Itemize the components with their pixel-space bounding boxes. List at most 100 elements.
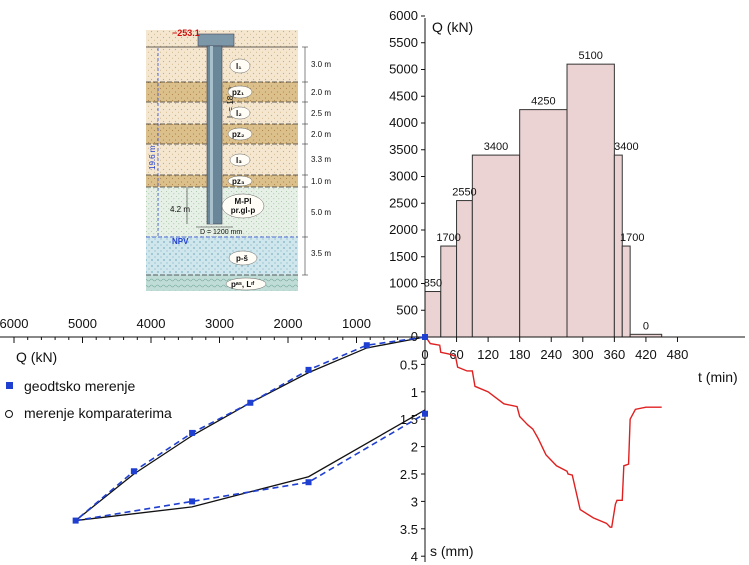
t-axis-label: t (min) [698, 369, 738, 385]
geodetic-point [422, 410, 428, 417]
s-tick-label: 0.5 [400, 357, 418, 372]
geodetic-point [363, 342, 370, 349]
geodetic-point [422, 334, 428, 340]
layer-pas [146, 275, 298, 291]
layer-name-tags: l₁ pz₁ l₂ pz₂ l₃ pz₃ M-Pl pr.gl-p p-š pᵃˢ… [221, 58, 267, 291]
t-tick-label: 240 [540, 347, 562, 362]
settlement-time-line [424, 336, 662, 528]
bar-value-label: 3400 [614, 141, 638, 153]
geodetic-point [305, 366, 312, 373]
pile-cap [197, 33, 235, 47]
layer-p-s [146, 237, 298, 275]
comparator-line [73, 336, 426, 522]
geodetic-point [189, 429, 196, 436]
layer-label-l2: l₂ [236, 109, 242, 118]
load-bar [424, 291, 442, 338]
layer-label-l3: l₃ [236, 156, 242, 165]
q-axis-label: Q (kN) [432, 19, 473, 35]
layer-boundaries [146, 81, 298, 276]
bar-value-label: 850 [424, 278, 442, 290]
legend-comparator-label: merenje komparaterima [24, 405, 172, 421]
q-left-tick-label: 5000 [68, 316, 97, 331]
pile-shaft [206, 45, 223, 225]
depth-label: 19.6 m [148, 145, 157, 170]
geodetic-markers [72, 334, 428, 524]
layer-label-pz1: pz₁ [232, 88, 245, 97]
layer-label-l1: l₁ [236, 62, 242, 71]
legend: geodtsko merenje merenje komparaterima [5, 378, 172, 421]
layer-label-m-pl-line: M-Pl [235, 197, 252, 206]
q-tick-label: 3000 [389, 169, 418, 184]
s-tick-label: 3.5 [400, 522, 418, 537]
layer-label-m-pl: M-Pl pr.gl-p [231, 197, 256, 215]
q-tick-label: 1500 [389, 249, 418, 264]
q-left-tick-label: 6000 [0, 316, 28, 331]
load-bar [471, 154, 521, 338]
q-axis-ticks: 0500100015002000250030003500400045005000… [389, 8, 425, 344]
layer-label-m-pl-line: pr.gl-p [231, 206, 256, 215]
water-table-label: NPV [172, 237, 189, 246]
bar-value-label: 3400 [484, 141, 508, 153]
thickness-l3: 3.3 m [311, 155, 331, 164]
legend-geodetic-label: geodtsko merenje [24, 378, 136, 394]
pile-highlight [210, 46, 213, 224]
q-left-axis-ticks: 6000 5000 4000 3000 2000 1000 [0, 316, 412, 343]
pile-top-level: −253.1 [172, 28, 200, 38]
q-left-tick-label: 4000 [137, 316, 166, 331]
s-tick-label: 1 [411, 385, 418, 400]
t-tick-label: 300 [572, 347, 594, 362]
q-left-tick-label: 2000 [274, 316, 303, 331]
t-tick-label: 0 [421, 347, 428, 362]
geodetic-point [72, 517, 79, 524]
layer-label-pas: pᵃˢ, Lᶦᶠ [231, 280, 254, 289]
load-bar [440, 245, 458, 338]
load-bar [613, 154, 623, 338]
t-tick-label: 120 [477, 347, 499, 362]
geodetic-line [72, 336, 426, 522]
thickness-pz2: 2.0 m [311, 130, 331, 139]
load-bar-labels: 850 1700 2550 3400 4250 5100 3400 1700 0 [424, 50, 649, 332]
s-tick-label: 4 [411, 549, 418, 564]
load-bar [621, 245, 631, 338]
thickness-ticks [302, 46, 308, 276]
q-left-tick-label: 1000 [342, 316, 371, 331]
geodetic-point [305, 479, 312, 486]
load-bar [456, 200, 473, 338]
t-tick-label: 420 [635, 347, 657, 362]
layer-label-pz3: pz₃ [232, 177, 245, 186]
geodetic-point [247, 399, 254, 406]
s-axis-ticks: 0.511.522.533.54 [400, 357, 425, 564]
bar-value-label: 1700 [620, 232, 644, 244]
s-axis-label: s (mm) [430, 543, 474, 559]
s-tick-label: 3 [411, 494, 418, 509]
embed-label: 4.2 m [170, 205, 190, 214]
t-tick-label: 180 [509, 347, 531, 362]
t-axis-ticks: 0 60 120 180 240 300 360 420 480 [421, 337, 688, 362]
pile-soil-profile: −253.1 L = 18 m 19.6 m 4.2 m D = 1200 mm… [146, 28, 331, 291]
q-tick-label: 2500 [389, 195, 418, 210]
layer-label-p-s: p-š [236, 254, 249, 263]
q-tick-label: 500 [396, 302, 418, 317]
load-bar [566, 63, 615, 338]
geodetic-point [189, 498, 196, 505]
bar-value-label: 1700 [436, 232, 460, 244]
q-tick-label: 6000 [389, 8, 418, 23]
q-tick-label: 4500 [389, 88, 418, 103]
s-tick-label: 2.5 [400, 467, 418, 482]
geodetic-point [130, 468, 137, 475]
bar-value-label: 0 [643, 320, 649, 332]
thickness-m-pl: 5.0 m [311, 208, 331, 217]
thickness-l1: 3.0 m [311, 60, 331, 69]
load-bar [519, 109, 568, 338]
t-tick-label: 360 [604, 347, 626, 362]
q-tick-label: 5500 [389, 35, 418, 50]
layer-label-pz2: pz₂ [232, 130, 245, 139]
bar-value-label: 4250 [531, 96, 555, 108]
pile-length-label: L = 18 m [226, 87, 235, 118]
thickness-pz3: 1.0 m [311, 177, 331, 186]
legend-geodetic-marker [6, 382, 13, 389]
thickness-pz1: 2.0 m [311, 88, 331, 97]
thickness-p-s: 3.5 m [311, 249, 331, 258]
q-left-axis-label: Q (kN) [16, 349, 57, 365]
